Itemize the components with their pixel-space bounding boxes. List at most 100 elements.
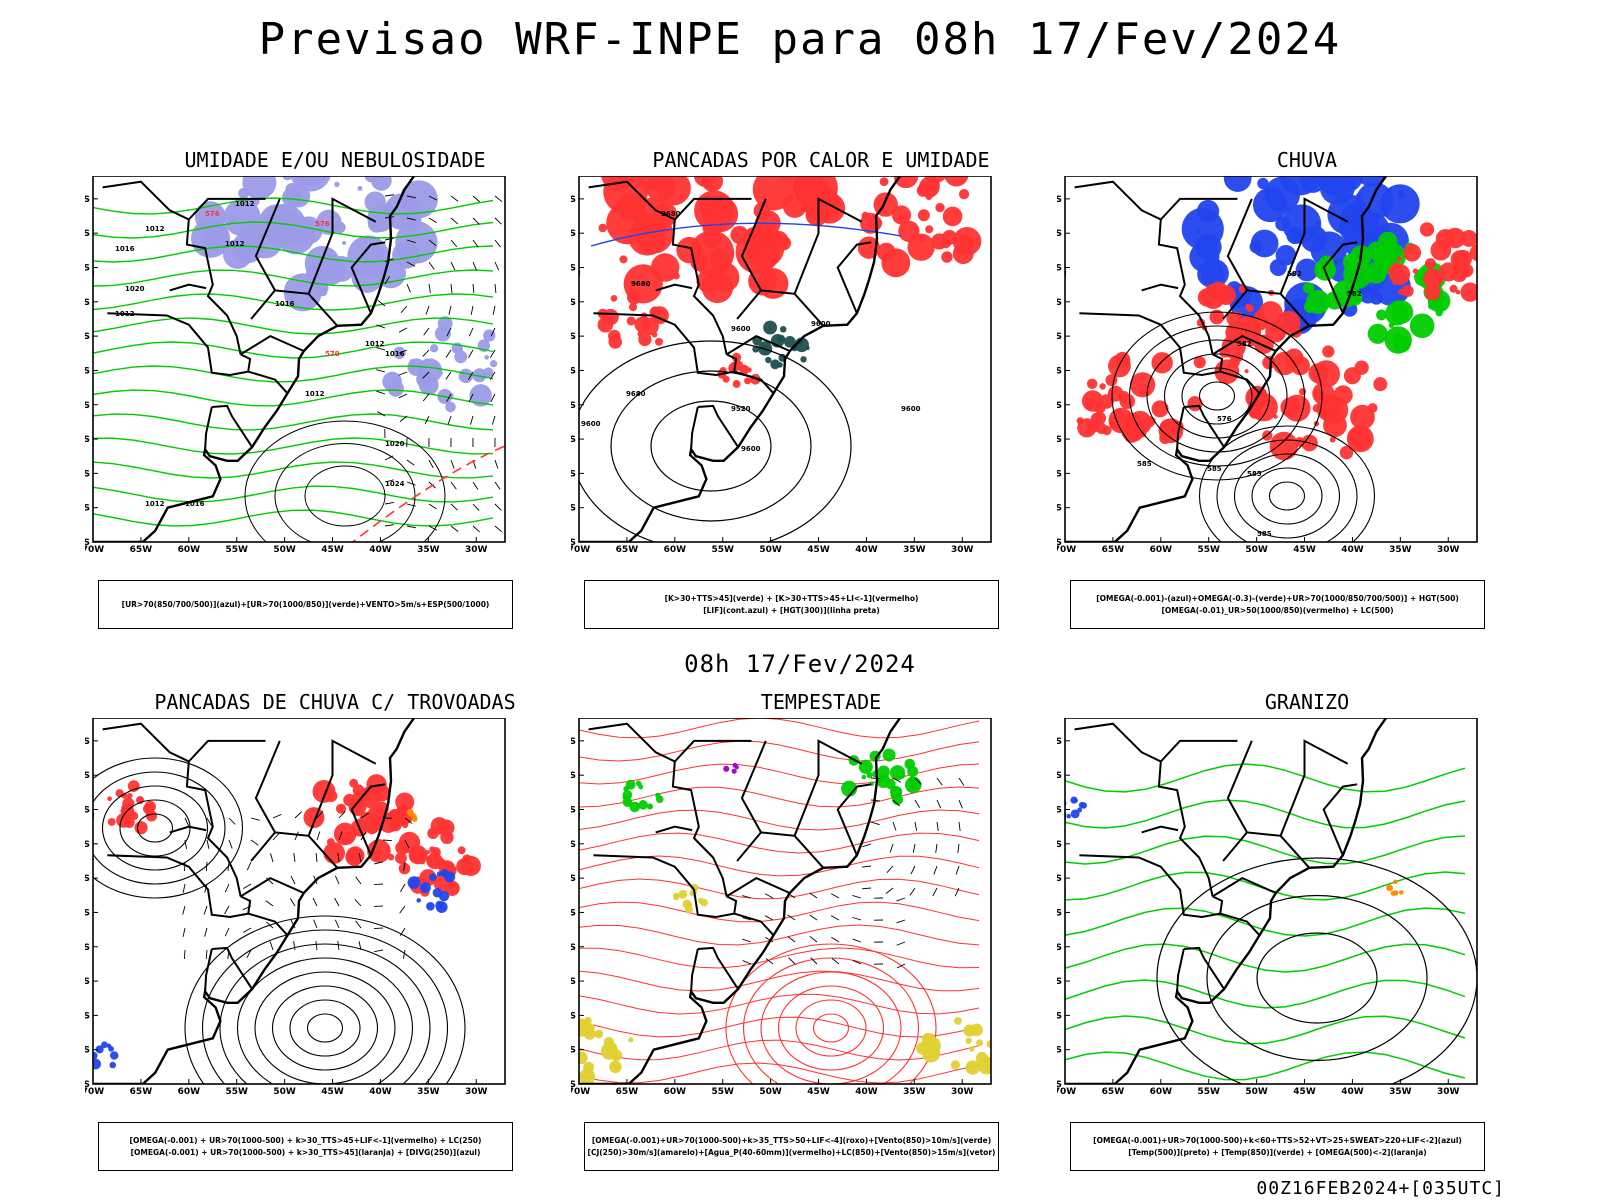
lon-tick-label: 45W <box>321 1087 344 1097</box>
country-border <box>1226 740 1253 833</box>
wind-vector <box>936 799 942 809</box>
streamline-arrow <box>373 883 384 885</box>
contour-line <box>1206 894 1428 1062</box>
wind-vector <box>398 371 408 376</box>
lat-tick-label: 24S <box>571 874 576 884</box>
lat-tick-label: 24S <box>1057 874 1062 884</box>
wind-vector <box>428 239 437 247</box>
contour-label: 564 <box>505 520 520 528</box>
country-border <box>588 180 728 355</box>
streamline-arrow <box>272 832 280 841</box>
country-border <box>307 197 377 295</box>
wind-vector <box>376 411 386 417</box>
lon-tick-label: 60W <box>664 1087 687 1097</box>
contour-line <box>93 437 494 455</box>
lon-tick-label: 45W <box>1293 545 1316 555</box>
wind-vector <box>810 957 818 965</box>
wind-vector <box>446 393 452 403</box>
wind-vector <box>384 524 394 527</box>
streamline <box>184 915 466 1084</box>
streamline-arrow <box>354 899 362 907</box>
coastline <box>93 718 415 1084</box>
streamline <box>1216 439 1358 542</box>
wind-vector <box>472 217 480 225</box>
streamline-arrow <box>272 814 282 819</box>
lat-tick-label: 27S <box>85 908 90 918</box>
wind-vector <box>428 283 431 293</box>
lon-tick-label: 40W <box>1341 545 1364 555</box>
legend-line: [LIF](cont.azul) + [HGT(300)](linha pret… <box>703 605 880 615</box>
streamline <box>93 757 244 899</box>
lon-tick-label: 70W <box>1057 545 1076 555</box>
plot-border <box>578 718 992 1085</box>
country-border <box>793 739 863 837</box>
contour-line <box>579 901 980 923</box>
wind-vector <box>494 217 502 225</box>
streamline-arrow <box>315 941 318 951</box>
wind-vector <box>422 371 430 379</box>
lat-tick-label: 30S <box>571 401 576 411</box>
legend-line: [K>30+TTS>45](verde) + [K>30+TTS>45+LI<-… <box>664 593 919 603</box>
wind-vector <box>376 347 386 351</box>
wind-vector <box>914 821 918 831</box>
wind-vector <box>914 799 921 808</box>
plot-border <box>92 718 506 1085</box>
legend-line: [CJ(250)>30m/s](amarelo)+[Agua_P(40-60mm… <box>587 1147 996 1157</box>
streamline <box>236 957 414 1084</box>
lat-tick-label: 42S <box>571 1080 576 1090</box>
country-border <box>211 946 253 990</box>
country-border <box>1176 406 1185 450</box>
wind-vector <box>935 843 938 853</box>
country-border <box>350 783 386 856</box>
wind-vector <box>909 887 916 896</box>
lon-tick-label: 50W <box>759 545 782 555</box>
wind-vector <box>406 283 411 293</box>
country-border <box>1219 370 1261 394</box>
contour-line <box>93 509 494 527</box>
lat-tick-label: 18S <box>85 264 90 274</box>
lat-tick-label: 42S <box>85 1080 90 1090</box>
wind-vector <box>852 894 862 899</box>
country-border <box>1279 739 1349 837</box>
streamline <box>1251 467 1323 525</box>
lon-tick-label: 35W <box>903 545 926 555</box>
wind-vector <box>468 393 474 403</box>
thunderstorm-area <box>303 774 421 867</box>
contour-line <box>1065 799 1466 829</box>
country-border <box>1219 912 1261 936</box>
country-border <box>204 406 213 450</box>
lat-tick-label: 36S <box>85 1011 90 1021</box>
contour-label: 1016 <box>185 500 205 508</box>
wind-vector <box>892 821 897 831</box>
wind-vector <box>445 371 452 380</box>
country-border <box>740 740 767 833</box>
streamline <box>1268 481 1306 511</box>
main-title: Previsao WRF-INPE para 08h 17/Fev/2024 <box>258 14 1342 65</box>
country-border <box>254 740 281 833</box>
contour-line <box>610 370 812 522</box>
contour-line <box>93 269 494 287</box>
country-border <box>1212 876 1277 898</box>
lon-tick-label: 50W <box>1245 545 1268 555</box>
wind-vector <box>428 195 438 201</box>
streamline-arrow <box>290 875 296 885</box>
lon-tick-label: 55W <box>1197 1087 1220 1097</box>
streamline-arrow <box>290 919 296 929</box>
wind-vector <box>489 349 496 358</box>
lat-tick-label: 27S <box>1057 908 1062 918</box>
divergence-area <box>407 868 456 913</box>
wind-vector <box>376 369 386 373</box>
legend-line: [OMEGA(-0.01)_UR>50(1000/850)(vermelho) … <box>1161 605 1394 615</box>
streamline <box>201 929 449 1084</box>
wind-vector <box>472 261 477 271</box>
wind-vector <box>958 777 965 786</box>
wind-vector <box>787 914 796 921</box>
contour-line <box>1065 907 1466 937</box>
streamline-arrow <box>293 853 296 863</box>
streamline-arrow <box>269 941 274 951</box>
lon-tick-label: 60W <box>1150 545 1173 555</box>
wind-vector <box>472 195 481 203</box>
country-border <box>1222 289 1311 327</box>
wind-vector <box>955 865 960 875</box>
streamline-arrow <box>224 905 230 915</box>
